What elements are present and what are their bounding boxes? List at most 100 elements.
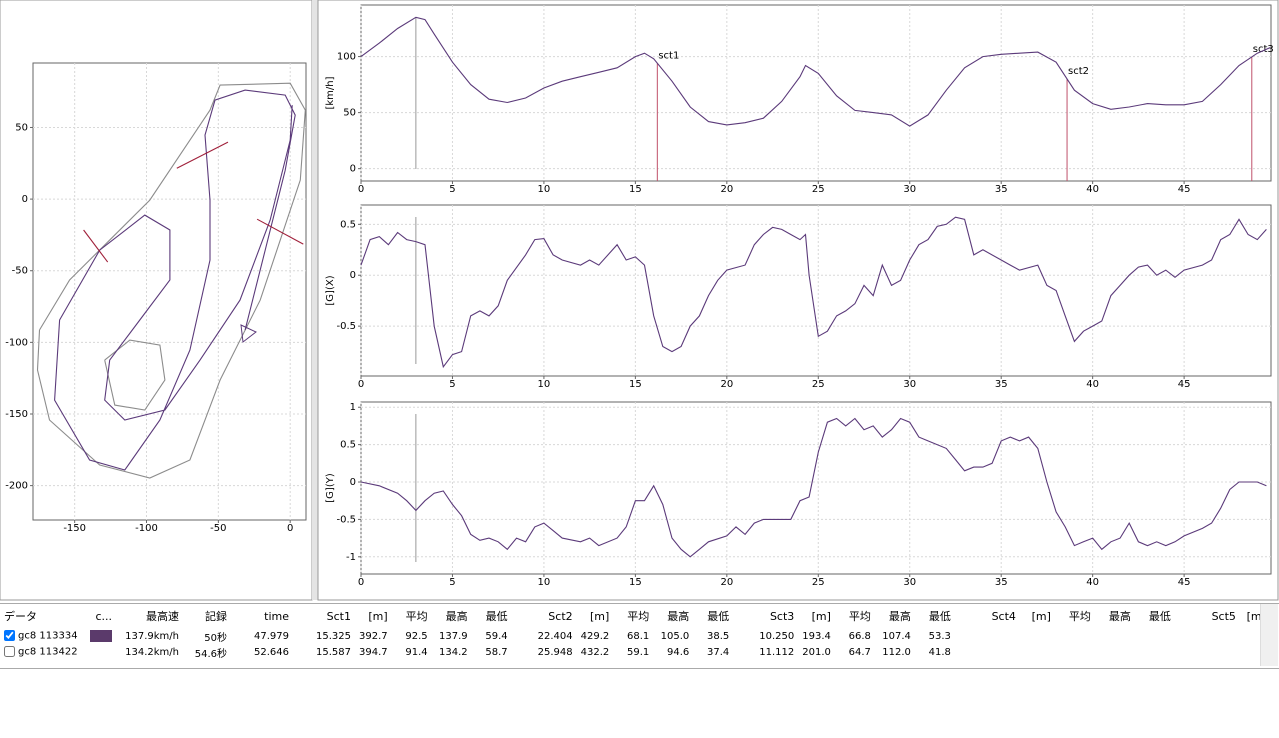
cell: 68.1 [627, 630, 650, 642]
plot-area [360, 401, 1272, 575]
splitter[interactable] [312, 0, 318, 600]
cell: 59.4 [485, 630, 508, 642]
x-tick-label: 5 [449, 379, 455, 390]
cell: 201.0 [802, 646, 831, 658]
x-tick-label: -150 [63, 523, 86, 534]
color-swatch [90, 630, 112, 642]
color-cell [86, 628, 116, 644]
cell: 47.979 [254, 630, 289, 642]
x-tick-label: 35 [995, 577, 1008, 588]
cell: 94.6 [667, 646, 690, 658]
data-line [360, 16, 1271, 127]
cell: 10.250 [759, 630, 795, 642]
lap-name-cell: gc8 113422 [0, 644, 86, 660]
plot-area [32, 62, 307, 521]
cell: 15.587 [316, 646, 351, 658]
column-header: time [264, 609, 289, 623]
y-tick-label: -1 [346, 552, 356, 563]
y-tick-label: 0 [350, 164, 356, 175]
lap-row: gc8 113334 137.9km/h 50秒 47.979 15.325 392.7 9… [0, 628, 1270, 644]
lap-name: gc8 113334 [18, 630, 78, 642]
column-header: 最低 [707, 610, 730, 623]
data-line [360, 417, 1267, 558]
color-cell [86, 644, 116, 660]
data-line [360, 216, 1267, 369]
y-tick-label: 0.5 [340, 440, 356, 451]
y-tick-label: 50 [343, 108, 356, 119]
cell: 52.646 [254, 646, 289, 658]
x-tick-label: 35 [995, 379, 1008, 390]
cell: 53.3 [928, 630, 951, 642]
lap-grid: データ c... 最高速 記録 time Sct1 [m] 平均 最高 最低 Sct2 [m] 平均 最高… [0, 604, 1270, 660]
cell: 432.2 [580, 646, 610, 658]
y-tick-label: 0.5 [340, 219, 356, 230]
x-tick-label: 15 [629, 184, 642, 195]
x-tick-label: 0 [358, 379, 364, 390]
scrollbar[interactable] [1260, 604, 1278, 666]
cell: 112.0 [882, 646, 911, 658]
y-tick-label: 0 [350, 270, 356, 281]
column-header: 平均 [1068, 610, 1091, 623]
lap-name: gc8 113422 [18, 646, 78, 658]
y-tick-label: 0 [350, 477, 356, 488]
x-tick-label: 15 [629, 577, 642, 588]
cell: 22.404 [537, 630, 573, 642]
column-header: 最高 [445, 610, 468, 623]
x-tick-label: 25 [812, 184, 825, 195]
x-tick-label: 25 [812, 577, 825, 588]
column-header: 最高速 [146, 610, 179, 623]
cell: 429.2 [580, 630, 610, 642]
y-tick-label: 0 [22, 194, 28, 205]
cell: 66.8 [848, 630, 871, 642]
y-tick-label: -0.5 [336, 321, 356, 332]
cell: 64.7 [848, 646, 871, 658]
cell: 38.5 [707, 630, 730, 642]
cell: 392.7 [359, 630, 388, 642]
sector-label: sct2 [1068, 66, 1089, 77]
y-tick-label: 1 [350, 402, 356, 413]
column-header: [m] [811, 609, 831, 623]
x-tick-label: 30 [903, 184, 916, 195]
x-tick-label: -50 [210, 523, 226, 534]
checkbox[interactable] [4, 646, 15, 658]
lap-table: データ c... 最高速 記録 time Sct1 [m] 平均 最高 最低 Sct2 [m] 平均 最高… [0, 603, 1279, 669]
column-header: [m] [589, 609, 610, 623]
plot-area [360, 4, 1272, 182]
checkbox[interactable] [4, 630, 15, 642]
cell: 41.8 [928, 646, 951, 658]
y-tick-label: -0.5 [336, 514, 356, 525]
x-tick-label: 5 [449, 577, 455, 588]
x-tick-label: 25 [812, 379, 825, 390]
data-line [36, 82, 306, 479]
cell: 25.948 [537, 646, 573, 658]
cell: 11.112 [759, 646, 795, 658]
cell: 137.9km/h [125, 630, 179, 642]
data-line [256, 218, 304, 245]
column-header: 最低 [1148, 610, 1171, 623]
column-header: Sct4 [991, 609, 1016, 623]
header-row: データ c... 最高速 記録 time Sct1 [m] 平均 最高 最低 Sct2 [m] 平均 最高… [0, 604, 1270, 628]
y-tick-label: 50 [15, 122, 28, 133]
data-line [83, 229, 109, 263]
sector-label: sct1 [658, 50, 679, 61]
x-tick-label: 0 [358, 184, 364, 195]
y-tick-label: 100 [337, 52, 356, 63]
lap-name-cell: gc8 113334 [0, 628, 86, 644]
y-axis-label: [km/h] [325, 76, 336, 109]
x-tick-label: 0 [358, 577, 364, 588]
column-header: データ [4, 610, 37, 623]
x-tick-label: 20 [720, 379, 733, 390]
column-header: 平均 [405, 610, 428, 623]
sector-label: sct3 [1253, 44, 1274, 55]
x-tick-label: 15 [629, 379, 642, 390]
column-header: 最高 [667, 610, 690, 623]
x-tick-label: 0 [287, 523, 293, 534]
column-header: 最高 [888, 610, 911, 623]
cell: 91.4 [405, 646, 428, 658]
x-tick-label: 45 [1178, 379, 1191, 390]
x-tick-label: 10 [538, 379, 551, 390]
lap-row: gc8 113422 134.2km/h 54.6秒 52.646 15.587 394.… [0, 644, 1270, 660]
x-tick-label: 45 [1178, 184, 1191, 195]
column-header: 最低 [928, 610, 951, 623]
